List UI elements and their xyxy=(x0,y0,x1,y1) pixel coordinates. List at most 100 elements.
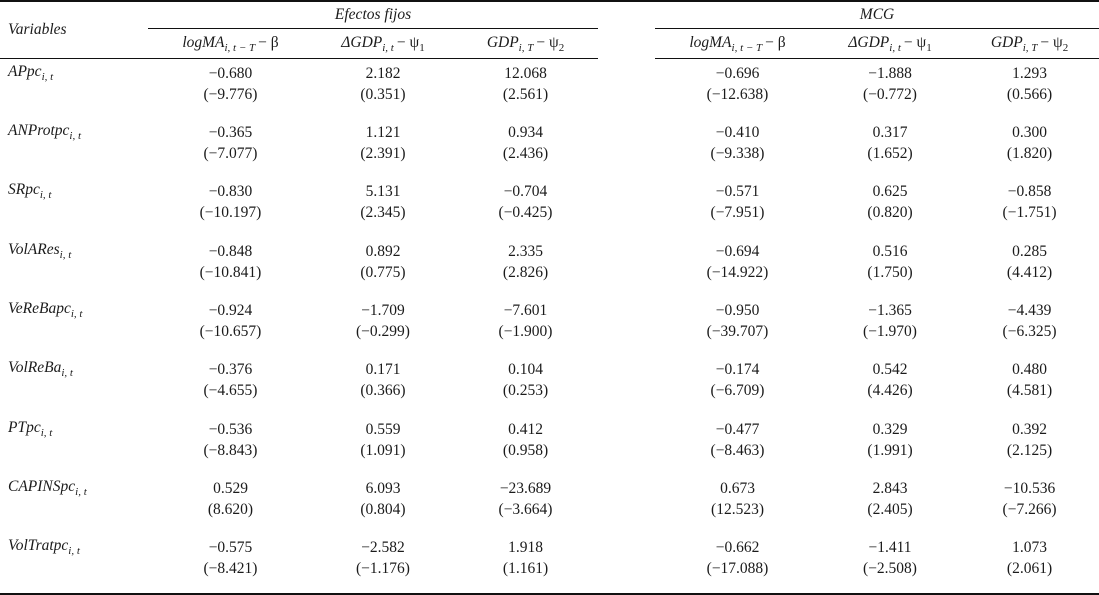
math-base: GDP xyxy=(486,34,519,51)
t-statistic: (2.125) xyxy=(1006,441,1053,459)
coefficient-cell: 0.329 (1.991) xyxy=(820,415,960,474)
variable-base: APpc xyxy=(8,62,42,80)
coefficient-cell: −7.601 (−1.900) xyxy=(453,296,598,355)
coefficient-cell: 0.285 (4.412) xyxy=(960,237,1099,296)
coefficient-value: 1.918 xyxy=(508,539,543,557)
math-rest-subscript: 1 xyxy=(419,42,425,55)
coefficient-cell: −1.709 (−0.299) xyxy=(313,296,453,355)
coefficient-value: −0.694 xyxy=(715,242,760,260)
math-subscript: i, t − T xyxy=(731,42,763,55)
coefficient-cell: 0.673 (12.523) xyxy=(655,474,820,533)
coefficient-value: 0.392 xyxy=(1012,420,1047,438)
coefficient-value: −2.582 xyxy=(361,539,405,557)
coefficient-value: 0.625 xyxy=(872,183,908,201)
coefficient-value: 0.673 xyxy=(720,480,755,498)
t-statistic: (−9.776) xyxy=(203,85,258,103)
coefficient-value: −0.477 xyxy=(715,420,760,438)
group-gap xyxy=(598,118,655,177)
coefficient-value: 0.542 xyxy=(872,361,908,379)
coefficient-cell: 0.104 (0.253) xyxy=(453,355,598,414)
t-statistic: (4.581) xyxy=(1006,382,1053,400)
coefficient-value: −0.662 xyxy=(715,539,760,557)
variable-name: CAPINSpci, t xyxy=(0,474,148,533)
coefficient-cell: 0.625 (0.820) xyxy=(820,177,960,236)
group-gap xyxy=(598,474,655,533)
table-row: VolReBai, t −0.376 (−4.655) 0.171 (0.366) 0.1… xyxy=(0,355,1099,414)
coefficient-cell: −0.704 (−0.425) xyxy=(453,177,598,236)
coefficient-cell: 1.121 (2.391) xyxy=(313,118,453,177)
math-rest-subscript: 1 xyxy=(926,42,932,55)
t-statistic: (−1.176) xyxy=(356,560,410,578)
math-subscript: i, t xyxy=(382,42,394,55)
variable-subscript: i, t xyxy=(69,130,82,143)
t-statistic: (2.391) xyxy=(360,144,406,162)
t-statistic: (−10.197) xyxy=(199,204,262,222)
table-header: Variables Efectos fijos MCG logMAi, t − … xyxy=(0,1,1099,59)
t-statistic: (0.366) xyxy=(360,382,406,400)
variable-subscript: i, t xyxy=(39,189,52,202)
table-row: VeReBapci, t −0.924 (−10.657) −1.709 (−0.299… xyxy=(0,296,1099,355)
t-statistic: (−1.970) xyxy=(863,323,917,340)
coefficient-cell: −0.680 (−9.776) xyxy=(148,58,313,118)
coefficient-cell: 0.317 (1.652) xyxy=(820,118,960,177)
t-statistic: (−0.772) xyxy=(863,85,917,103)
t-statistic: (−17.088) xyxy=(706,560,769,578)
coefficient-value: 2.335 xyxy=(508,242,543,260)
t-statistic: (1.750) xyxy=(867,263,913,281)
math-base: ΔGDP xyxy=(341,34,383,51)
coefficient-value: −0.410 xyxy=(715,123,760,141)
coefficient-value: −1.411 xyxy=(868,539,912,557)
math-rest: − ψ xyxy=(536,34,559,51)
coefficient-value: 0.516 xyxy=(872,242,908,260)
variable-base: CAPINSpc xyxy=(8,478,76,496)
variable-name: APpci, t xyxy=(0,58,148,118)
math-subscript: i, t xyxy=(889,42,901,55)
table-body: APpci, t −0.680 (−9.776) 2.182 (0.351) 12.068… xyxy=(0,58,1099,594)
variable-base: SRpc xyxy=(8,181,40,199)
variable-name: VolTratpci, t xyxy=(0,533,148,594)
coefficient-value: 0.300 xyxy=(1012,123,1047,141)
coefficient-cell: −0.924 (−10.657) xyxy=(148,296,313,355)
coefficient-value: −1.365 xyxy=(868,302,912,319)
t-statistic: (−3.664) xyxy=(498,501,553,519)
coefficient-cell: −0.575 (−8.421) xyxy=(148,533,313,594)
variable-subscript: i, t xyxy=(40,426,53,439)
variable-base: VolReBa xyxy=(8,359,62,377)
coefficient-cell: −0.694 (−14.922) xyxy=(655,237,820,296)
coefficient-cell: −1.888 (−0.772) xyxy=(820,58,960,118)
t-statistic: (−10.657) xyxy=(199,323,262,340)
variable-base: VolARes xyxy=(8,240,60,258)
coefficient-value: 0.529 xyxy=(213,480,248,498)
variable-name: SRpci, t xyxy=(0,177,148,236)
coefficient-cell: 0.529 (8.620) xyxy=(148,474,313,533)
group-gap xyxy=(598,296,655,355)
coefficient-value: 0.104 xyxy=(508,361,543,379)
coefficient-cell: 12.068 (2.561) xyxy=(453,58,598,118)
coefficient-value: −0.536 xyxy=(208,420,253,438)
t-statistic: (0.566) xyxy=(1006,85,1053,103)
coefficient-value: 1.073 xyxy=(1012,539,1047,557)
coefficient-value: 0.317 xyxy=(872,123,908,141)
t-statistic: (−14.922) xyxy=(706,263,769,281)
coefficient-cell: 0.542 (4.426) xyxy=(820,355,960,414)
column-header-gdp-ef: GDPi, T − ψ2 xyxy=(453,28,599,59)
group-gap xyxy=(598,533,655,594)
variables-column-header: Variables xyxy=(0,1,148,59)
coefficient-value: −0.365 xyxy=(208,123,253,141)
math-rest-subscript: 2 xyxy=(1062,42,1069,55)
t-statistic: (4.412) xyxy=(1006,263,1053,281)
variable-base: VolTratpc xyxy=(8,537,69,555)
coefficient-cell: 0.412 (0.958) xyxy=(453,415,598,474)
coefficient-value: −0.376 xyxy=(208,361,253,379)
t-statistic: (−10.841) xyxy=(199,263,262,281)
t-statistic: (0.351) xyxy=(360,85,406,103)
t-statistic: (−39.707) xyxy=(706,323,769,340)
coefficient-cell: 2.335 (2.826) xyxy=(453,237,598,296)
coefficient-cell: 0.300 (1.820) xyxy=(960,118,1099,177)
coefficient-value: −0.858 xyxy=(1007,183,1052,201)
coefficient-value: 0.892 xyxy=(365,242,401,260)
coefficient-value: −4.439 xyxy=(1007,302,1052,319)
coefficient-cell: −0.536 (−8.843) xyxy=(148,415,313,474)
t-statistic: (1.161) xyxy=(502,560,549,578)
t-statistic: (0.958) xyxy=(502,441,549,459)
